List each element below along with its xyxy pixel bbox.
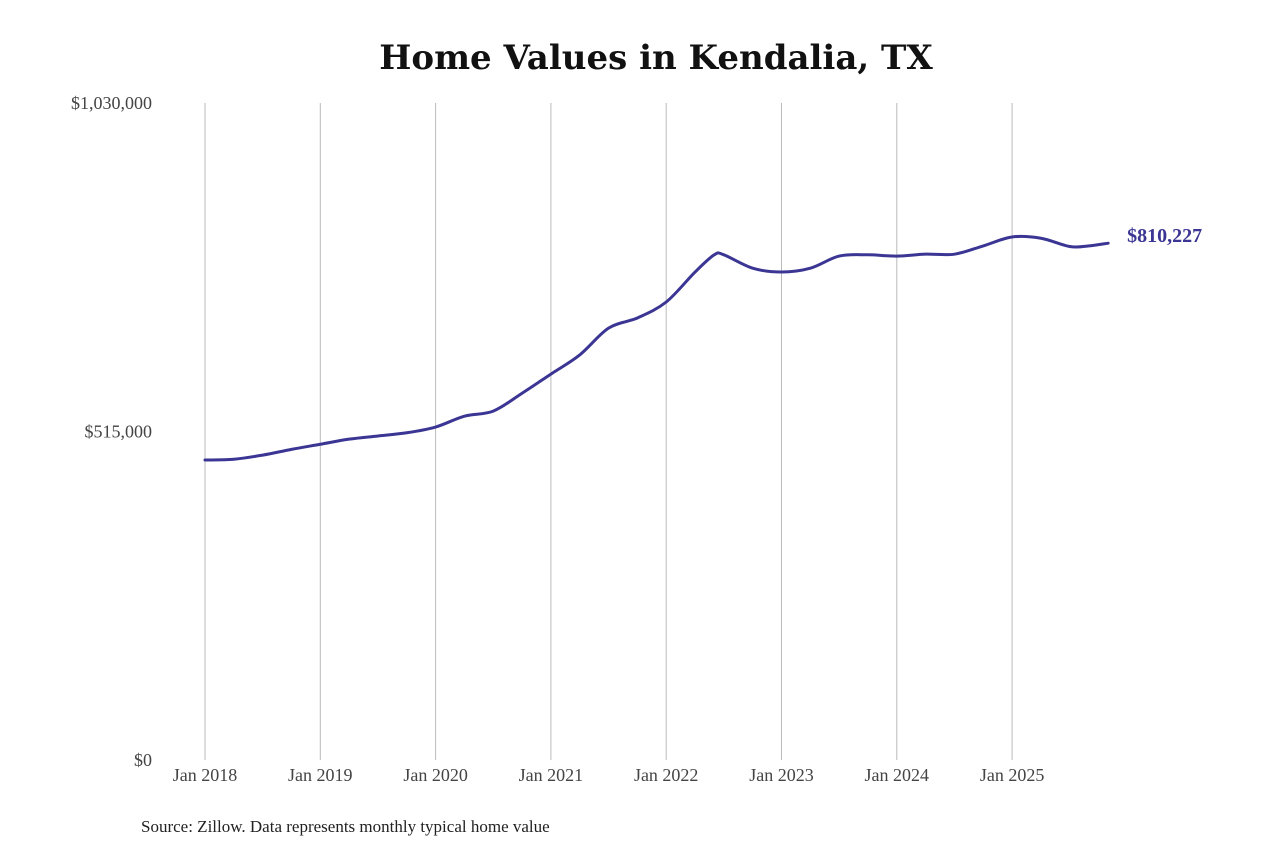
x-tick-label: Jan 2022 [634,765,699,785]
chart-title: Home Values in Kendalia, TX [379,38,933,78]
x-tick-label: Jan 2018 [173,765,238,785]
y-tick-label: $0 [134,750,152,770]
x-tick-label: Jan 2024 [865,765,930,785]
x-tick-label: Jan 2021 [519,765,584,785]
x-tick-label: Jan 2019 [288,765,353,785]
source-note: Source: Zillow. Data represents monthly … [141,817,550,836]
y-tick-label: $1,030,000 [71,93,152,113]
y-tick-label: $515,000 [85,422,153,442]
x-tick-label: Jan 2023 [749,765,814,785]
x-tick-label: Jan 2020 [403,765,468,785]
end-value-label: $810,227 [1127,225,1202,247]
x-tick-label: Jan 2025 [980,765,1045,785]
series-line [203,234,1110,462]
